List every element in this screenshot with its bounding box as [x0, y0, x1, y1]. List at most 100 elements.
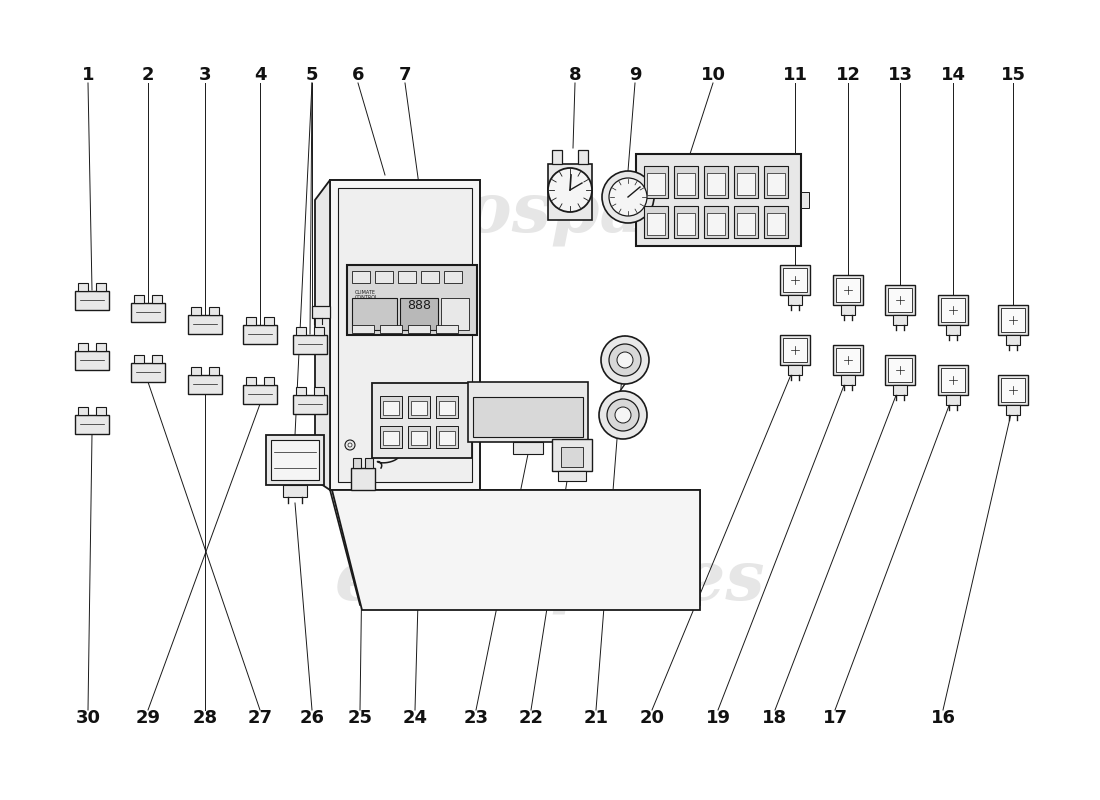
- Bar: [833, 275, 864, 305]
- Circle shape: [548, 168, 592, 212]
- Text: 30: 30: [76, 709, 100, 727]
- Bar: [780, 335, 810, 365]
- Bar: [780, 265, 810, 295]
- Bar: [408, 426, 430, 447]
- Bar: [134, 355, 143, 362]
- Bar: [75, 414, 109, 434]
- Bar: [383, 430, 399, 445]
- Bar: [788, 365, 802, 375]
- Bar: [737, 173, 755, 195]
- Bar: [271, 440, 319, 480]
- Bar: [131, 302, 165, 322]
- Bar: [888, 288, 912, 312]
- Bar: [1001, 308, 1025, 332]
- Bar: [998, 305, 1028, 335]
- Bar: [266, 435, 324, 485]
- Bar: [946, 395, 960, 405]
- Bar: [153, 355, 162, 362]
- Bar: [836, 278, 860, 302]
- Bar: [264, 318, 274, 325]
- Bar: [352, 325, 374, 333]
- Bar: [296, 387, 306, 394]
- Bar: [97, 407, 106, 414]
- Bar: [644, 206, 668, 238]
- Bar: [673, 206, 697, 238]
- Text: 2: 2: [142, 66, 154, 84]
- Bar: [444, 271, 462, 283]
- Bar: [468, 382, 588, 442]
- Bar: [365, 458, 373, 468]
- Bar: [436, 325, 458, 333]
- Text: 20: 20: [639, 709, 664, 727]
- Text: 21: 21: [583, 709, 608, 727]
- Bar: [946, 325, 960, 335]
- Text: 28: 28: [192, 709, 218, 727]
- Bar: [411, 401, 427, 414]
- Bar: [398, 271, 416, 283]
- Circle shape: [615, 407, 631, 423]
- Text: 16: 16: [931, 709, 956, 727]
- Text: 3: 3: [199, 66, 211, 84]
- Bar: [552, 439, 592, 471]
- Text: 8: 8: [569, 66, 581, 84]
- Bar: [788, 295, 802, 305]
- Bar: [134, 295, 143, 302]
- Bar: [379, 395, 401, 418]
- Bar: [352, 298, 397, 330]
- Bar: [293, 334, 327, 354]
- Bar: [767, 213, 784, 235]
- Text: 23: 23: [463, 709, 488, 727]
- Bar: [439, 430, 455, 445]
- Bar: [131, 362, 165, 382]
- Text: 9: 9: [629, 66, 641, 84]
- Bar: [188, 314, 222, 334]
- Bar: [548, 164, 592, 220]
- Polygon shape: [315, 180, 330, 490]
- Text: 1: 1: [81, 66, 95, 84]
- Bar: [97, 283, 106, 290]
- Bar: [893, 385, 907, 395]
- Text: 12: 12: [836, 66, 860, 84]
- Circle shape: [601, 336, 649, 384]
- Bar: [801, 192, 808, 208]
- Text: 6: 6: [352, 66, 364, 84]
- Bar: [578, 150, 588, 164]
- Bar: [706, 213, 725, 235]
- Bar: [938, 295, 968, 325]
- Bar: [191, 367, 200, 374]
- Bar: [246, 378, 255, 385]
- Bar: [338, 188, 472, 482]
- Bar: [330, 180, 480, 490]
- Bar: [439, 401, 455, 414]
- Text: 4: 4: [254, 66, 266, 84]
- Circle shape: [600, 391, 647, 439]
- Bar: [737, 213, 755, 235]
- Bar: [408, 325, 430, 333]
- Bar: [436, 426, 458, 447]
- Bar: [940, 368, 965, 392]
- Bar: [706, 173, 725, 195]
- Bar: [441, 298, 469, 330]
- Bar: [375, 271, 393, 283]
- Bar: [351, 468, 375, 490]
- Text: 29: 29: [135, 709, 161, 727]
- Bar: [513, 442, 543, 454]
- Bar: [627, 192, 636, 208]
- Bar: [676, 213, 694, 235]
- Bar: [188, 374, 222, 394]
- Text: 11: 11: [782, 66, 807, 84]
- Bar: [938, 365, 968, 395]
- Text: CONTROL: CONTROL: [355, 295, 378, 300]
- Bar: [558, 471, 586, 481]
- Bar: [734, 166, 758, 198]
- Text: 888: 888: [407, 299, 431, 312]
- Bar: [153, 295, 162, 302]
- Circle shape: [602, 171, 654, 223]
- Bar: [647, 173, 664, 195]
- Bar: [1001, 378, 1025, 402]
- Polygon shape: [332, 490, 700, 610]
- Text: eurospares: eurospares: [334, 178, 766, 246]
- Circle shape: [607, 399, 639, 431]
- Bar: [78, 407, 88, 414]
- Bar: [1006, 335, 1020, 345]
